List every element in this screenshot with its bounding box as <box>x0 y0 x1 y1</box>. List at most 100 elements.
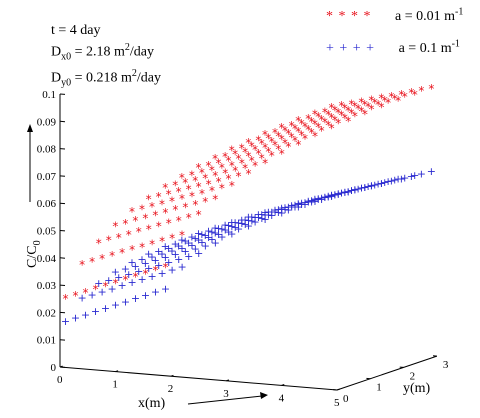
point-series-1: * <box>312 130 318 144</box>
annotation-block: t = 4 day Dx0 = 2.18 m2/day Dy0 = 0.218 … <box>51 22 161 92</box>
legend-label-1: a = 0.01 m-1 <box>395 6 464 24</box>
point-series-1: * <box>146 193 152 207</box>
point-series-2: + <box>394 173 403 186</box>
x-tick-label: 2 <box>168 383 174 395</box>
point-series-2: + <box>131 292 140 305</box>
point-series-2: + <box>154 245 163 258</box>
point-series-2: + <box>94 277 103 290</box>
point-series-1: * <box>402 90 408 104</box>
point-series-2: + <box>114 271 123 284</box>
point-series-1: * <box>269 135 275 149</box>
point-series-2: + <box>227 220 236 233</box>
legend-entry-2: + + + + a = 0.1 m-1 <box>326 38 460 57</box>
point-series-2: + <box>134 265 143 278</box>
ticks-layer: 0 1 2 3 4 5 012300.010.020.030.040.050.060.070… <box>37 89 449 409</box>
point-series-2: + <box>254 211 263 224</box>
point-series-2: + <box>330 188 339 201</box>
series-a-0.1: ++++++++ + + + + + + + + +++++++++ + + + + + + + + +++++++… <box>61 165 436 328</box>
point-series-2: + <box>364 180 373 193</box>
point-series-2: + <box>274 203 283 216</box>
point-series-1: * <box>206 177 212 191</box>
point-series-2: + <box>194 227 203 240</box>
point-series-1: * <box>275 129 281 143</box>
point-series-1: * <box>252 159 258 173</box>
point-series-1: * <box>349 107 355 121</box>
point-series-1: * <box>352 109 358 123</box>
point-series-2: + <box>310 195 319 208</box>
point-series-2: + <box>344 185 353 198</box>
z-tick-label: 0.1 <box>42 89 56 101</box>
point-series-1: * <box>305 112 311 126</box>
point-series-2: + <box>270 203 279 216</box>
point-series-1: * <box>255 134 261 148</box>
point-series-2: + <box>247 215 256 228</box>
point-series-1: * <box>246 167 252 181</box>
point-series-1: * <box>315 121 321 135</box>
point-series-2: + <box>161 282 170 295</box>
point-series-2: + <box>164 242 173 255</box>
point-series-2: + <box>264 206 273 219</box>
point-series-1: * <box>418 84 424 98</box>
point-series-2: + <box>174 253 183 266</box>
point-series-1: * <box>189 168 195 182</box>
point-series-2: + <box>377 177 386 190</box>
point-series-2: + <box>320 190 329 203</box>
point-series-1: * <box>302 132 308 146</box>
point-series-2: + <box>380 176 389 189</box>
annotation-dy: Dy0 = 0.218 m2/day <box>51 68 162 89</box>
point-series-1: * <box>196 161 202 175</box>
point-series-2: + <box>147 250 156 263</box>
point-series-1: * <box>112 276 118 290</box>
y-axis-line <box>336 355 438 391</box>
point-series-1: * <box>282 124 288 138</box>
point-series-2: + <box>397 172 406 185</box>
point-series-2: + <box>141 257 150 270</box>
point-series-1: * <box>219 182 225 196</box>
point-series-2: + <box>344 185 353 198</box>
point-series-2: + <box>330 188 339 201</box>
point-series-1: * <box>156 220 162 234</box>
point-series-2: + <box>300 198 309 211</box>
point-series-2: + <box>194 247 203 260</box>
point-series-1: * <box>275 143 281 157</box>
point-series-1: * <box>345 104 351 118</box>
point-series-1: * <box>265 131 271 145</box>
point-series-1: * <box>232 148 238 162</box>
point-series-2: + <box>191 242 200 255</box>
point-series-1: * <box>226 172 232 186</box>
point-series-1: * <box>63 292 69 306</box>
point-series-1: * <box>199 166 205 180</box>
point-series-2: + <box>290 198 299 211</box>
point-series-2: + <box>337 186 346 199</box>
point-series-2: + <box>280 201 289 214</box>
point-series-1: * <box>99 252 105 266</box>
point-series-1: * <box>309 126 315 140</box>
point-series-2: + <box>204 231 213 244</box>
point-series-2: + <box>297 198 306 211</box>
point-series-1: * <box>382 94 388 108</box>
point-series-1: * <box>172 203 178 217</box>
point-series-2: + <box>340 186 349 199</box>
point-series-1: * <box>96 236 102 250</box>
point-series-1: * <box>338 99 344 113</box>
x-tick-mark <box>226 379 230 382</box>
point-series-1: * <box>385 96 391 110</box>
point-series-1: * <box>262 157 268 171</box>
point-series-1: * <box>182 176 188 190</box>
point-series-2: + <box>277 206 286 219</box>
point-series-2: + <box>327 190 336 203</box>
point-series-2: + <box>217 230 226 243</box>
x-tick-label: 5 <box>334 397 340 409</box>
point-series-1: * <box>209 184 215 198</box>
point-series-2: + <box>81 308 90 321</box>
point-series-2: + <box>167 264 176 277</box>
point-series-1: * <box>162 206 168 220</box>
point-series-2: + <box>314 193 323 206</box>
point-series-1: * <box>219 161 225 175</box>
point-series-2: + <box>297 196 306 209</box>
point-series-1: * <box>289 119 295 133</box>
point-series-2: + <box>227 227 236 240</box>
point-series-1: * <box>285 127 291 141</box>
point-series-1: * <box>292 122 298 136</box>
point-series-1: * <box>152 264 158 278</box>
